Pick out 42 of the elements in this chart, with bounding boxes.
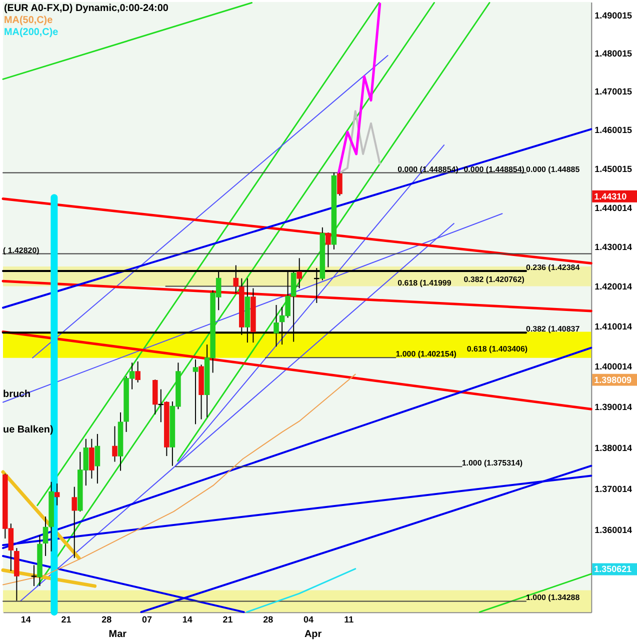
y-tick-label: 1.450015 — [594, 164, 632, 174]
x-tick-label: 04 — [304, 614, 314, 625]
y-tick-label: 1.370014 — [594, 484, 632, 494]
text: 1.44310 — [594, 191, 627, 202]
annotation: 0.618 (1.41999 — [398, 278, 452, 288]
annotation: 0.000 (1.448854) — [464, 164, 525, 174]
annotation: 1.000 (1.375314) — [462, 458, 523, 468]
x-tick-label: 28 — [102, 614, 112, 625]
text: Apr — [304, 629, 322, 640]
text: 1.350621 — [594, 564, 632, 574]
text: Mar — [108, 629, 127, 640]
chart-title: (EUR A0-FX,D) Dynamic,0:00-24:00 — [4, 2, 169, 14]
x-tick-label: 28 — [263, 614, 274, 625]
annotation: ( 1.42820) — [2, 246, 40, 255]
y-tick-label: 1.400014 — [594, 362, 632, 372]
x-tick-label: 11 — [344, 614, 354, 625]
y-tick-label: 1.490015 — [594, 10, 632, 20]
y-tick-label: 1.420014 — [594, 282, 632, 292]
x-tick-label: 07 — [142, 614, 152, 625]
annotation: 0.000 (1.44885 — [526, 164, 580, 174]
annotation: 0.618 (1.403406) — [466, 344, 528, 354]
y-tick-label: 1.380014 — [594, 442, 632, 453]
y-tick-label: 1.480015 — [594, 48, 632, 58]
y-tick-label: 1.360014 — [594, 525, 632, 536]
annotation: 0.382 (1.420762) — [464, 275, 525, 284]
x-tick-label: 21 — [222, 614, 233, 625]
y-tick-label: 1.460015 — [594, 125, 632, 136]
y-tick-label: 1.470015 — [594, 86, 632, 97]
x-tick-label: 14 — [20, 614, 31, 625]
annotation: 0.236 (1.42384 — [526, 263, 580, 272]
text: MA(50,C)e — [4, 14, 54, 26]
y-tick-label: 1.410014 — [594, 322, 632, 332]
annotation: 0.382 (1.40837 — [526, 324, 580, 334]
x-tick-label: 21 — [61, 614, 72, 625]
text: 1.398009 — [594, 374, 632, 385]
x-tick-label: 14 — [182, 614, 192, 625]
annotation: 1.000 (1.34288 — [526, 593, 580, 602]
annotation: 1.000 (1.402154) — [396, 350, 457, 359]
y-tick-label: 1.390014 — [594, 402, 632, 412]
text: MA(200,C)e — [4, 26, 59, 38]
y-tick-label: 1.430014 — [594, 242, 632, 252]
y-tick-label: 1.440014 — [594, 202, 632, 213]
